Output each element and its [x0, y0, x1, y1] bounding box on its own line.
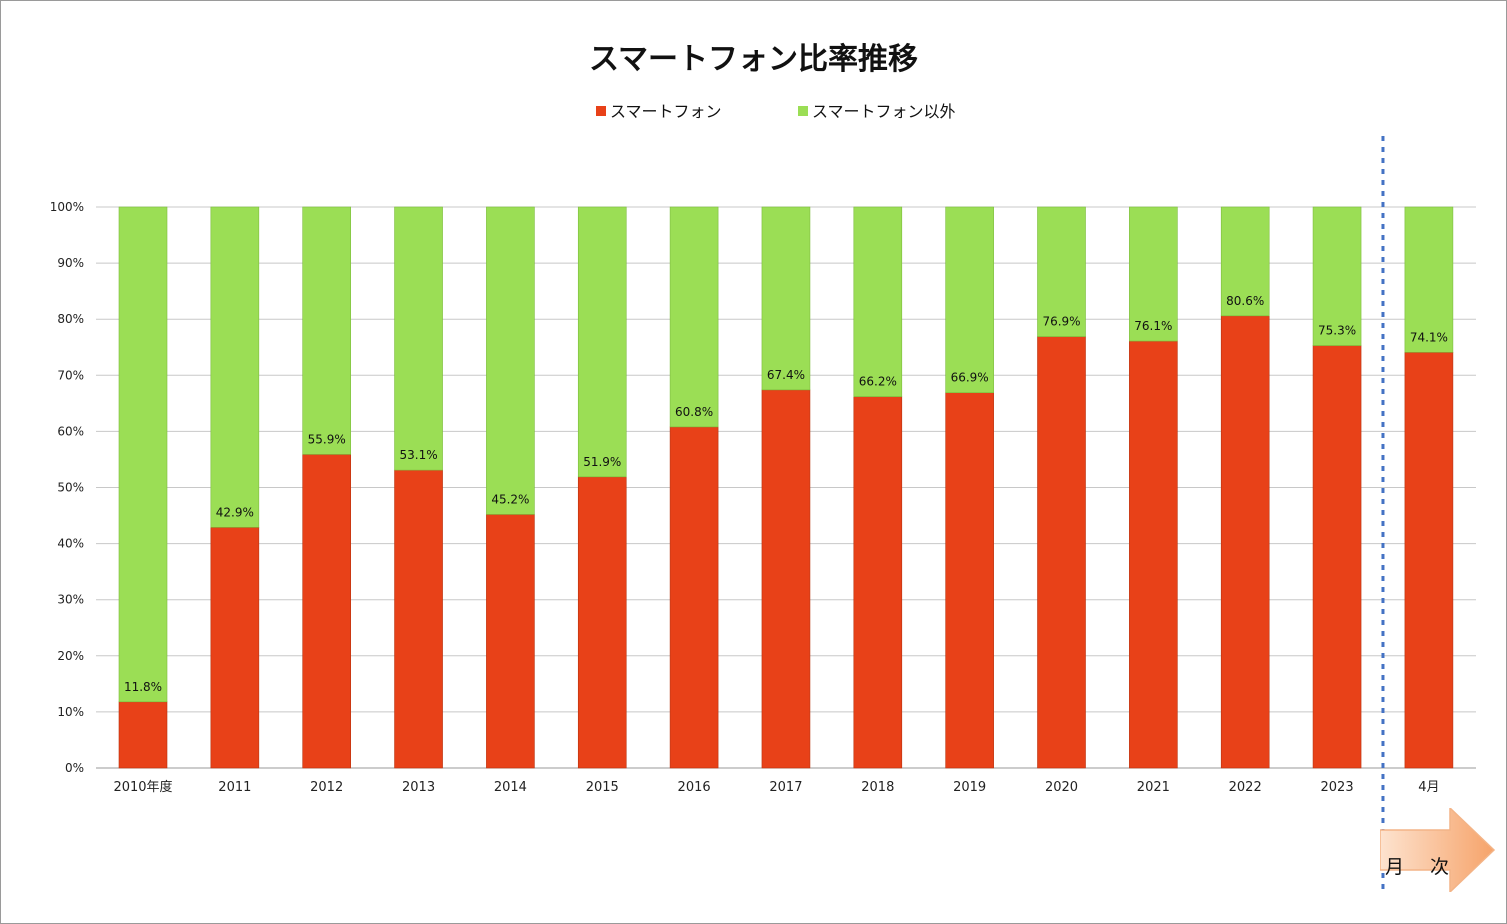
x-tick-label: 2019: [953, 780, 986, 795]
x-tick-label: 2013: [402, 780, 435, 795]
data-label: 80.6%: [1226, 294, 1264, 308]
x-tick-label: 2015: [586, 780, 619, 795]
bar-other: [1037, 206, 1086, 337]
bar-smartphone: [486, 514, 535, 769]
y-tick-label: 40%: [57, 537, 84, 551]
x-tick-label: 2021: [1137, 780, 1170, 795]
x-tick-label: 2018: [861, 780, 894, 795]
data-label: 76.1%: [1134, 319, 1172, 333]
data-label: 76.9%: [1042, 315, 1080, 329]
bar-other: [577, 206, 627, 478]
bar-other: [1220, 206, 1270, 317]
bar-smartphone: [1220, 315, 1270, 769]
bar-smartphone: [1037, 336, 1086, 769]
data-label: 55.9%: [308, 432, 346, 446]
data-label: 60.8%: [675, 405, 713, 419]
legend-swatch-other: [798, 106, 808, 116]
bar-smartphone: [761, 389, 811, 769]
x-tick-label: 2016: [678, 780, 711, 795]
x-tick-label: 2011: [218, 780, 251, 795]
legend-label-other: スマートフォン以外: [812, 102, 956, 121]
x-tick-label: 2010年度: [113, 779, 172, 795]
data-label: 75.3%: [1318, 324, 1356, 338]
data-label: 67.4%: [767, 368, 805, 382]
x-tick-label: 4月: [1418, 780, 1439, 795]
data-label: 42.9%: [216, 505, 254, 519]
x-tick-label: 2022: [1229, 780, 1262, 795]
legend: スマートフォン スマートフォン以外: [0, 98, 1507, 122]
bar-other: [302, 206, 352, 455]
x-tick-label: 2012: [310, 780, 343, 795]
bar-smartphone: [210, 527, 260, 769]
legend-item-other: スマートフォン以外: [798, 98, 956, 122]
x-tick-label: 2017: [769, 780, 802, 795]
bar-other: [853, 206, 903, 397]
data-label: 45.2%: [491, 492, 529, 506]
legend-swatch-smartphone: [596, 106, 606, 116]
bar-smartphone: [669, 426, 719, 769]
data-label: 74.1%: [1410, 330, 1448, 344]
bar-other: [210, 206, 260, 528]
bar-other: [761, 206, 811, 391]
bar-smartphone: [945, 392, 994, 769]
chart-title: スマートフォン比率推移: [588, 42, 919, 77]
right-arrow-icon: [1379, 806, 1496, 894]
bar-smartphone: [118, 701, 168, 769]
data-label: 51.9%: [583, 455, 621, 469]
data-label: 66.2%: [859, 375, 897, 389]
y-tick-label: 50%: [57, 481, 84, 495]
x-tick-label: 2023: [1321, 780, 1354, 795]
data-label: 66.9%: [951, 371, 989, 385]
legend-label-smartphone: スマートフォン: [610, 102, 722, 121]
y-tick-label: 60%: [57, 424, 84, 438]
bar-smartphone: [302, 454, 352, 769]
bar-smartphone: [853, 396, 903, 769]
monthly-arrow: [1379, 806, 1496, 894]
monthly-label: 月 次: [1385, 856, 1460, 878]
y-tick-label: 0%: [65, 761, 84, 775]
y-tick-label: 70%: [57, 368, 84, 382]
bar-other: [669, 206, 719, 428]
bar-other: [1312, 206, 1362, 346]
bar-other: [1404, 206, 1454, 353]
y-tick-label: 30%: [57, 593, 84, 607]
x-tick-label: 2020: [1045, 780, 1078, 795]
y-tick-label: 10%: [57, 705, 84, 719]
bar-other: [486, 206, 535, 515]
y-tick-label: 90%: [57, 256, 84, 270]
legend-item-smartphone: スマートフォン: [596, 98, 722, 122]
y-tick-label: 20%: [57, 649, 84, 663]
bar-smartphone: [577, 476, 627, 769]
x-tick-label: 2014: [494, 780, 527, 795]
bar-smartphone: [1312, 345, 1362, 769]
data-label: 53.1%: [399, 448, 437, 462]
data-label: 11.8%: [124, 680, 162, 694]
bar-smartphone: [394, 469, 443, 769]
bar-other: [945, 206, 994, 393]
bar-smartphone: [1129, 340, 1178, 769]
y-tick-label: 100%: [50, 200, 84, 214]
bar-other: [1129, 206, 1178, 342]
bar-other: [118, 206, 168, 703]
bar-smartphone: [1404, 351, 1454, 769]
y-tick-label: 80%: [57, 312, 84, 326]
bar-other: [394, 206, 443, 471]
